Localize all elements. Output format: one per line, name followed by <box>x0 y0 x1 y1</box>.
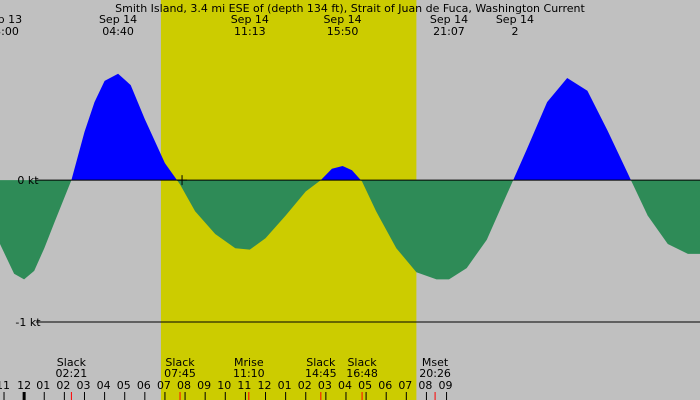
hour-tick-label: 06 <box>378 379 392 392</box>
hour-tick-label: 07 <box>398 379 412 392</box>
top-label-date: Sep 14 <box>496 13 534 26</box>
event-label-time: 11:10 <box>233 367 265 380</box>
hour-tick-label: 02 <box>56 379 70 392</box>
hour-tick-label: 06 <box>137 379 151 392</box>
hour-tick-label: 05 <box>358 379 372 392</box>
y-axis-label: 0 kt <box>17 174 39 187</box>
y-axis-label: -1 kt <box>15 316 41 329</box>
flood-area <box>71 73 177 181</box>
hour-tick-label: 05 <box>117 379 131 392</box>
current-area <box>0 73 700 280</box>
hour-tick-label: 11 <box>237 379 251 392</box>
hour-tick-label: 01 <box>278 379 292 392</box>
event-label-time: 16:48 <box>346 367 378 380</box>
axes: 0 kt -1 kt <box>15 174 700 329</box>
event-label-time: 07:45 <box>164 367 196 380</box>
top-label-time: 2 <box>511 25 518 38</box>
hour-tick-label: 04 <box>338 379 352 392</box>
hour-tick-label: 02 <box>298 379 312 392</box>
flood-area <box>513 78 631 181</box>
hour-ticks: 11 12 01 02 03 04 05 06 07 08 09 10 11 12 01 02 03 04 05 06… <box>0 379 453 400</box>
hour-tick-label: 08 <box>177 379 191 392</box>
hour-tick-label: 08 <box>418 379 432 392</box>
top-label-date: Sep 14 <box>323 13 361 26</box>
chart-title: Smith Island, 3.4 mi ESE of (depth 134 f… <box>115 2 585 15</box>
hour-tick-label: 11 <box>0 379 10 392</box>
event-label-name: Slack <box>165 356 195 369</box>
ebb-area <box>360 180 514 280</box>
event-labels: Slack02:21Slack07:45Mrise11:10Slack14:45… <box>56 356 451 380</box>
top-label-time: 15:50 <box>327 25 359 38</box>
top-label-date: Sep 14 <box>430 13 468 26</box>
hour-tick-label: 07 <box>157 379 171 392</box>
event-label-name: Slack <box>347 356 377 369</box>
top-label-date: Sep 13 <box>0 13 22 26</box>
title-group: Smith Island, 3.4 mi ESE of (depth 134 f… <box>115 2 585 15</box>
flood-area <box>320 166 361 181</box>
hour-tick-label: 03 <box>318 379 332 392</box>
top-label-time: 21:07 <box>433 25 465 38</box>
event-label-time: 14:45 <box>305 367 337 380</box>
top-label-date: Sep 14 <box>99 13 137 26</box>
ebb-area <box>177 180 321 250</box>
hour-tick-label: 09 <box>439 379 453 392</box>
ebb-area <box>630 180 700 254</box>
top-label-date: Sep 14 <box>231 13 269 26</box>
hour-tick-label: 09 <box>197 379 211 392</box>
ebb-area <box>0 180 72 280</box>
top-label-time: 11:13 <box>234 25 266 38</box>
event-label-name: Slack <box>57 356 87 369</box>
hour-tick-label: 04 <box>97 379 111 392</box>
hour-tick-label: 12 <box>17 379 31 392</box>
event-label-name: Mrise <box>234 356 264 369</box>
event-label-time: 20:26 <box>419 367 451 380</box>
event-label-name: Slack <box>306 356 336 369</box>
hour-tick-label: 01 <box>36 379 50 392</box>
event-label-name: Mset <box>422 356 449 369</box>
hour-tick-label: 03 <box>76 379 90 392</box>
top-label-time: 23:00 <box>0 25 19 38</box>
event-label-time: 02:21 <box>56 367 88 380</box>
hour-tick-label: 10 <box>217 379 231 392</box>
hour-tick-label: 12 <box>258 379 272 392</box>
top-label-time: 04:40 <box>102 25 134 38</box>
